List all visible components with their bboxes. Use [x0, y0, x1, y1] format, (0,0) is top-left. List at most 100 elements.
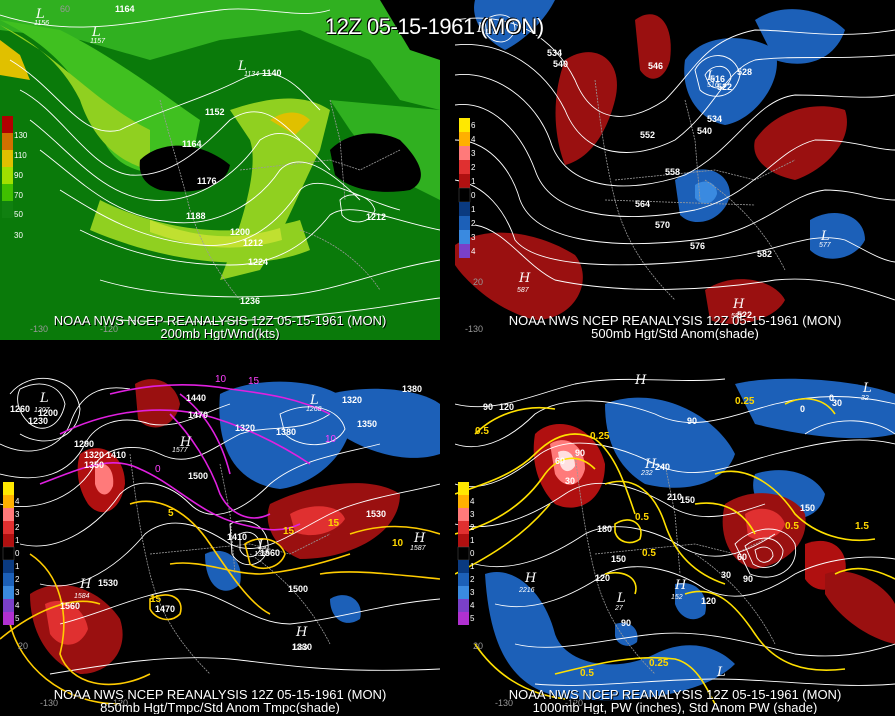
- legend-tick: 1: [15, 536, 20, 545]
- contour-label: 1350: [357, 419, 377, 429]
- contour-label: 1560: [260, 548, 280, 558]
- contour-label: 582: [757, 249, 772, 259]
- anomaly-legend: 4 3 2 1 0 1 2 3 4 5: [457, 482, 475, 625]
- contour-label: 30: [832, 398, 842, 408]
- lon-label: -130: [30, 324, 48, 334]
- anomaly-legend: 6 4 3 2 1 0 1 2 3 4: [458, 118, 476, 258]
- low-marker: L: [257, 538, 267, 553]
- contour-label: 534: [707, 114, 722, 124]
- temp-label: 0: [155, 464, 161, 475]
- low-value: 1156: [34, 20, 49, 27]
- page-title: 12Z 05-15-1961 (MON): [325, 14, 544, 39]
- contour-label: 150: [611, 554, 626, 564]
- map-200mb: 60 -130 -120 L 1156 L 1157 L 1134 1164 1…: [0, 0, 440, 340]
- legend-tick: 3: [15, 588, 20, 597]
- low-marker: L: [309, 393, 319, 408]
- high-value: 1584: [74, 593, 90, 600]
- low-marker: L: [91, 25, 101, 40]
- high-value: 587: [731, 313, 744, 320]
- low-value: 1134: [244, 71, 259, 78]
- contour-label: 1200: [230, 227, 250, 237]
- contour-label: 552: [640, 130, 655, 140]
- contour-label: 1350: [84, 460, 104, 470]
- temp-label: 15: [248, 376, 260, 387]
- contour-label: 1320: [84, 450, 104, 460]
- low-marker: L: [237, 59, 247, 74]
- contour-label: 522: [717, 82, 732, 92]
- lon-label: 20: [473, 641, 483, 651]
- legend-tick: 0: [471, 191, 476, 200]
- panel-subcaption: 500mb Hgt/Std Anom(shade): [591, 326, 759, 341]
- contour-label: 570: [655, 220, 670, 230]
- contour-label: 1530: [98, 578, 118, 588]
- panel-850mb: -130 -120 20 L 1207 H 1577 L 1268 L 1353…: [0, 374, 440, 714]
- anomaly-legend: 4 3 2 1 0 1 2 3 4 5: [2, 482, 20, 625]
- contour-label: 546: [648, 61, 663, 71]
- contour-label: 120: [499, 402, 514, 412]
- contour-label: 210: [667, 492, 682, 502]
- contour-label: 1212: [243, 238, 263, 248]
- pw-label: 0.25: [649, 658, 669, 669]
- panel-1000mb: -130 -120 20 H L 32 H 232 H 2216 H 152 L…: [455, 374, 895, 714]
- temp-label: 10: [392, 538, 404, 549]
- panel-subcaption: 200mb Hgt/Wnd(kts): [160, 326, 280, 341]
- contour-label: 1320: [342, 395, 362, 405]
- legend-tick: 4: [15, 497, 20, 506]
- low-value: 32: [861, 395, 869, 402]
- legend-tick: 4: [470, 497, 475, 506]
- high-marker: H: [413, 531, 426, 546]
- high-value: 1587: [410, 545, 427, 552]
- low-value: 27: [614, 605, 624, 612]
- map-500mb: -130 20 L 518 L 516 L 577 H 587 H 587 53…: [455, 0, 895, 334]
- panel-subcaption: 1000mb Hgt, PW (inches), Std Anom PW (sh…: [532, 700, 818, 715]
- low-value: 577: [819, 242, 832, 249]
- pw-label: 0.5: [635, 512, 649, 523]
- contour-label: 1224: [248, 257, 268, 267]
- map-1000mb: -130 -120 20 H L 32 H 232 H 2216 H 152 L…: [455, 374, 895, 708]
- contour-label: 564: [635, 199, 650, 209]
- contour-label: 1410: [227, 532, 247, 542]
- contour-label: 540: [553, 59, 568, 69]
- lon-label: 60: [60, 4, 70, 14]
- pw-label: 0.5: [475, 426, 489, 437]
- legend-tick: 3: [15, 510, 20, 519]
- contour-label: 576: [690, 241, 705, 251]
- legend-tick: 1: [470, 536, 475, 545]
- high-marker: H: [79, 577, 92, 592]
- legend-tick: 2: [471, 219, 476, 228]
- low-marker: L: [862, 381, 872, 396]
- high-value: 232: [640, 470, 653, 477]
- contour-label: 60: [555, 456, 565, 466]
- contour-label: 1212: [366, 212, 386, 222]
- panel-caption: NOAA NWS NCEP REANALYSIS 12Z 05-15-1961 …: [508, 313, 842, 328]
- panel-caption: NOAA NWS NCEP REANALYSIS 12Z 05-15-1961 …: [53, 313, 387, 328]
- legend-tick: 4: [471, 135, 476, 144]
- legend-tick: 1: [470, 562, 475, 571]
- temp-label: 10: [325, 434, 337, 445]
- lon-label: -120: [110, 698, 128, 708]
- low-value: 516: [707, 82, 719, 89]
- contour-label: 528: [737, 67, 752, 77]
- contour-label: 1320: [235, 423, 255, 433]
- temp-label: 10: [215, 374, 227, 385]
- contour-label: 180: [597, 524, 612, 534]
- legend-tick: 1: [471, 177, 476, 186]
- pw-label: 0.5: [785, 521, 799, 532]
- contour-label: 30: [565, 476, 575, 486]
- high-value: 152: [671, 594, 683, 601]
- contour-label: 1236: [240, 296, 260, 306]
- panel-200mb: 60 -130 -120 L 1156 L 1157 L 1134 1164 1…: [0, 0, 440, 340]
- legend-tick: 90: [14, 171, 23, 180]
- high-value: 1330: [292, 645, 308, 652]
- low-value: 1157: [90, 38, 106, 45]
- panel-caption: NOAA NWS NCEP REANALYSIS 12Z 05-15-1961 …: [53, 687, 387, 702]
- legend-tick: 5: [15, 614, 20, 623]
- low-value: 1353: [254, 551, 270, 558]
- legend-tick: 70: [14, 191, 23, 200]
- contour-label: 1290: [74, 439, 94, 449]
- contour-label: 1140: [262, 68, 282, 78]
- contour-label: 150: [680, 495, 695, 505]
- pw-label: 0.5: [580, 668, 594, 679]
- pw-label: 0.5: [642, 548, 656, 559]
- low-value: 1207: [34, 407, 51, 414]
